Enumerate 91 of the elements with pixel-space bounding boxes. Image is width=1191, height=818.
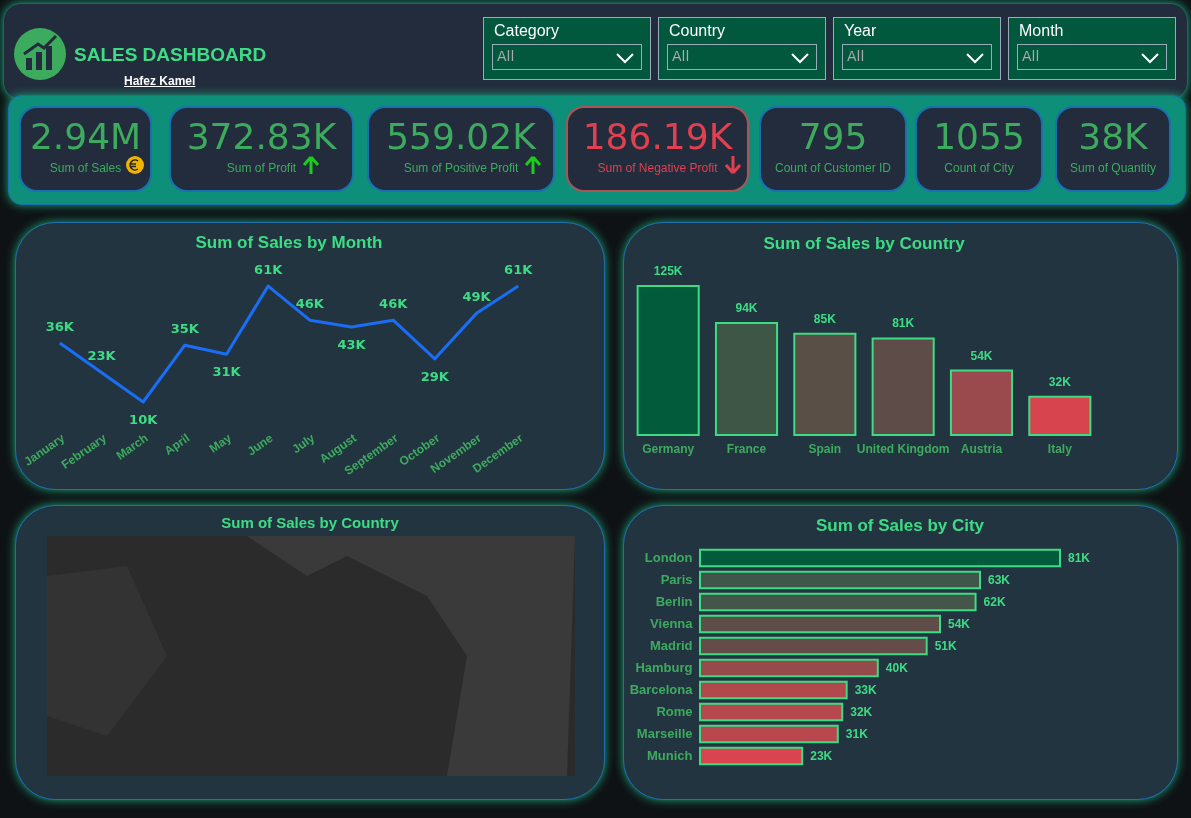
text: Count of City <box>944 161 1014 175</box>
data-label: 54K <box>970 348 993 363</box>
data-label: 94K <box>735 300 758 315</box>
data-label: 81K <box>1068 551 1091 565</box>
x-tick-label: Germany <box>642 441 695 456</box>
text: Count of Customer ID <box>774 161 892 175</box>
text: 2.94M <box>28 116 143 157</box>
y-tick-label: Rome <box>656 704 693 719</box>
x-tick-label: France <box>726 441 767 456</box>
data-label: 63K <box>988 573 1011 587</box>
y-tick-label: Hamburg <box>635 660 693 675</box>
y-tick-label: Paris <box>660 572 693 587</box>
data-label: 23K <box>87 348 117 364</box>
bar <box>636 284 700 436</box>
bar <box>1028 395 1092 436</box>
data-label: 32K <box>850 705 873 719</box>
data-label: 10K <box>129 412 159 427</box>
text: 38K <box>1077 116 1149 157</box>
bar <box>699 636 928 656</box>
data-label: 29K <box>420 368 450 384</box>
chart-title: Sum of Sales by Month <box>195 233 383 253</box>
bar <box>699 592 977 612</box>
text: All <box>667 44 817 70</box>
y-tick-label: Vienna <box>650 616 694 631</box>
data-label: 62K <box>983 595 1006 609</box>
text: Sum of Sales by Country <box>220 514 400 531</box>
text: Sum of Positive Profit <box>403 161 519 175</box>
x-tick-label: Italy <box>1047 441 1073 456</box>
text: All <box>842 44 992 70</box>
text: Month <box>1018 21 1065 41</box>
text: Sum of Quantity <box>1069 161 1157 175</box>
bar <box>699 570 981 590</box>
bar <box>714 321 779 436</box>
data-label: 43K <box>337 337 367 352</box>
bar <box>699 724 839 744</box>
text: Category <box>493 21 560 41</box>
bar <box>699 658 879 678</box>
text: 1055 <box>932 116 1026 157</box>
text: Year <box>843 21 878 41</box>
text: SALES DASHBOARD <box>74 44 267 66</box>
text: Sum of Negative Profit <box>597 161 718 175</box>
text: 795 <box>797 116 869 157</box>
text: Hafez Kamel <box>124 74 196 88</box>
data-label: 85K <box>813 311 837 326</box>
data-label: 81K <box>892 316 915 331</box>
text: All <box>492 44 642 70</box>
y-tick-label: Munich <box>647 748 693 763</box>
x-tick-label: Spain <box>808 441 842 456</box>
x-tick-label: Austria <box>960 441 1003 456</box>
chart-title: Sum of Sales by Country <box>763 233 966 253</box>
data-label: 46K <box>379 296 409 312</box>
bar <box>793 332 857 436</box>
data-label: 36K <box>45 318 75 334</box>
data-label: 61K <box>504 262 534 278</box>
text: All <box>1017 44 1167 70</box>
data-label: 23K <box>810 749 833 763</box>
data-label: 51K <box>934 639 958 653</box>
data-label: 32K <box>1048 374 1072 389</box>
data-label: 125K <box>653 263 683 278</box>
y-tick-label: Berlin <box>655 594 693 609</box>
bar <box>699 702 844 722</box>
bar <box>699 614 941 634</box>
x-tick-label: June <box>244 430 276 459</box>
text: Country <box>668 21 727 41</box>
bar <box>871 337 935 436</box>
data-label: 33K <box>854 683 878 697</box>
text: Sum of Profit <box>226 161 297 175</box>
y-tick-label: Barcelona <box>629 682 694 697</box>
text: Sum of Sales <box>49 161 122 175</box>
bar <box>699 746 804 766</box>
data-label: 35K <box>170 321 200 337</box>
bar <box>699 548 1061 568</box>
data-label: 49K <box>462 289 492 305</box>
text: 559.02K <box>385 116 538 157</box>
x-tick-label: July <box>289 430 318 457</box>
bar <box>949 369 1014 436</box>
data-label: 54K <box>948 617 971 631</box>
data-label: 31K <box>212 364 242 380</box>
y-tick-label: Marseille <box>636 726 693 741</box>
text: 186.19K <box>581 116 734 157</box>
y-tick-label: Madrid <box>649 638 693 653</box>
x-tick-label: May <box>206 430 235 456</box>
data-label: 46K <box>295 296 325 312</box>
data-label: 61K <box>254 262 284 278</box>
x-tick-label: United Kingdom <box>856 441 950 456</box>
y-tick-label: London <box>644 550 693 565</box>
data-label: 40K <box>885 661 909 675</box>
bar <box>699 680 848 700</box>
data-label: 31K <box>845 727 869 741</box>
chart-title: Sum of Sales by City <box>815 516 985 535</box>
text: 372.83K <box>185 116 338 157</box>
